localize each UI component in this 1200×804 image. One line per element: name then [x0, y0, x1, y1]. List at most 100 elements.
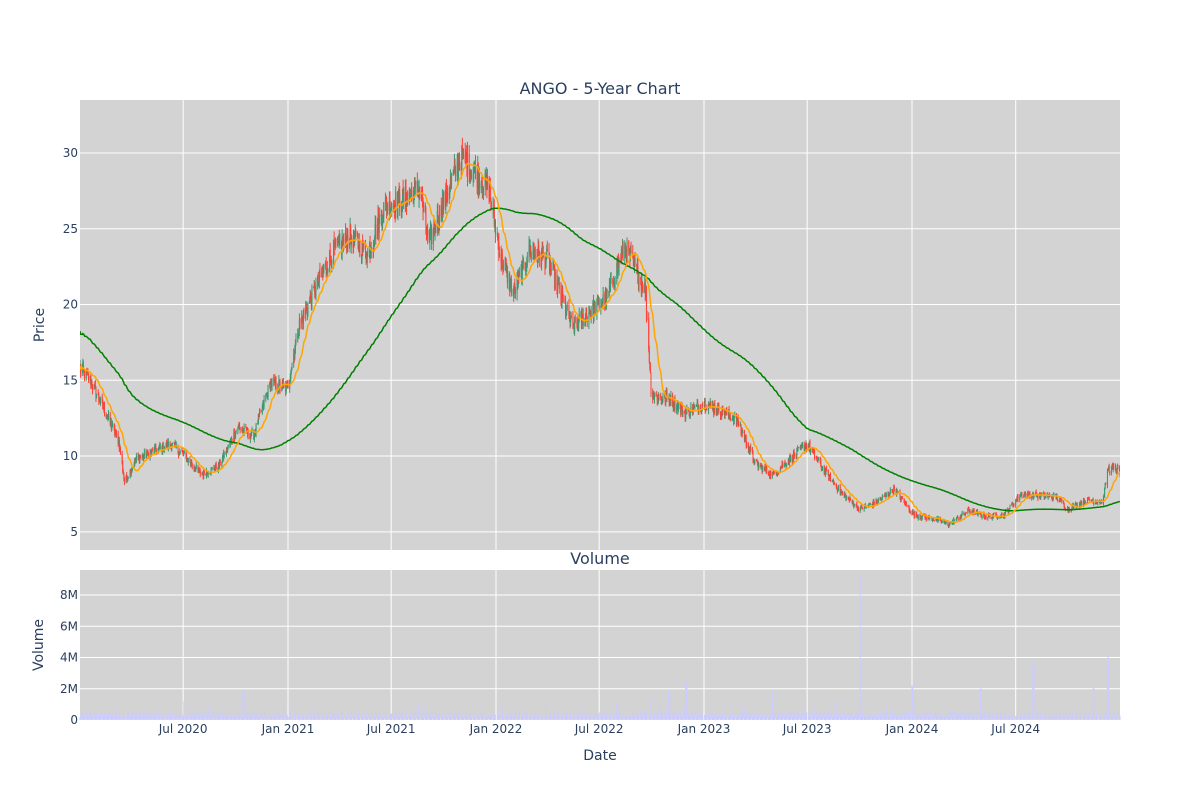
volume-bar: [1008, 717, 1010, 720]
volume-bar: [460, 712, 462, 720]
candle-body: [661, 399, 663, 401]
candle-body: [960, 516, 962, 518]
candle-body: [800, 445, 802, 447]
volume-bar: [418, 712, 420, 720]
volume-bar: [451, 712, 453, 720]
candle-body: [812, 449, 814, 451]
volume-bar: [395, 717, 397, 720]
candle-body: [105, 414, 107, 419]
volume-bar: [1015, 717, 1017, 720]
volume-bar: [297, 714, 299, 720]
candle-body: [297, 336, 299, 338]
volume-bar: [321, 714, 323, 720]
candle-body: [238, 425, 240, 427]
candle-body: [828, 474, 830, 480]
volume-bar: [917, 716, 919, 720]
candle-body: [183, 452, 185, 454]
candle-body: [757, 463, 759, 468]
candle-body: [494, 221, 496, 234]
candle-body: [318, 281, 320, 285]
candle-body: [919, 515, 921, 519]
volume-bar: [402, 713, 404, 720]
candle-body: [445, 184, 447, 205]
candle-body: [949, 523, 951, 526]
volume-bar: [678, 712, 680, 720]
candle-body: [384, 196, 386, 204]
volume-bar: [997, 714, 999, 720]
volume-bar: [1032, 663, 1034, 720]
volume-bar: [1117, 717, 1119, 720]
candle-body: [381, 216, 383, 225]
volume-bar: [590, 712, 592, 720]
candle-body: [977, 511, 979, 515]
candle-body: [955, 517, 957, 520]
candle-body: [901, 496, 903, 500]
candle-body: [1063, 502, 1065, 507]
volume-bar: [105, 714, 107, 720]
candle-body: [84, 370, 86, 379]
volume-bar: [347, 715, 349, 720]
volume-bar: [528, 717, 530, 720]
candle-body: [753, 459, 755, 463]
volume-bar: [606, 712, 608, 720]
volume-bar: [672, 713, 674, 720]
candle-body: [991, 515, 993, 519]
candle-body: [245, 427, 247, 432]
candle-body: [992, 515, 994, 518]
volume-bar: [349, 716, 351, 720]
volume-bar: [455, 713, 457, 720]
candle-body: [326, 268, 328, 270]
volume-bar: [279, 713, 281, 720]
volume-bar: [581, 717, 583, 720]
volume-bar: [251, 716, 253, 720]
volume-bar: [123, 716, 125, 720]
price-y-tick-label: 20: [63, 298, 78, 312]
volume-bar: [1004, 713, 1006, 720]
x-tick-label: Jan 2022: [469, 722, 523, 736]
candle-body: [516, 276, 518, 294]
candle-body: [211, 467, 213, 469]
volume-bar: [881, 713, 883, 720]
candle-body: [908, 506, 910, 508]
volume-bar: [362, 712, 364, 720]
volume-bar: [411, 713, 413, 720]
volume-bar: [277, 715, 279, 720]
volume-bar: [1076, 712, 1078, 720]
volume-bar: [1101, 717, 1103, 720]
volume-bar: [285, 713, 287, 720]
volume-bar: [721, 717, 723, 720]
candle-body: [349, 225, 351, 245]
candle-body: [525, 267, 527, 269]
candle-body: [532, 250, 534, 257]
candle-body: [417, 189, 419, 193]
volume-bar: [722, 712, 724, 720]
candle-body: [983, 513, 985, 517]
volume-bar: [1071, 716, 1073, 720]
volume-bar: [233, 714, 235, 720]
volume-bar: [302, 717, 304, 720]
volume-bar: [975, 717, 977, 720]
volume-bar: [661, 717, 663, 720]
candle-body: [330, 258, 332, 265]
candle-body: [102, 401, 104, 409]
volume-bar: [554, 713, 556, 720]
candle-body: [404, 186, 406, 203]
candle-body: [637, 265, 639, 284]
volume-bar: [498, 714, 500, 720]
candle-body: [407, 192, 409, 200]
volume-bar: [410, 716, 412, 720]
volume-bar: [1028, 712, 1030, 720]
candle-body: [146, 450, 148, 455]
candle-body: [219, 460, 221, 466]
volume-bar: [106, 715, 108, 720]
candle-body: [1087, 497, 1089, 504]
volume-bar: [840, 713, 842, 720]
candle-body: [961, 512, 963, 515]
volume-bar: [696, 715, 698, 720]
volume-bar: [401, 716, 403, 720]
volume-bar: [900, 714, 902, 720]
candle-body: [798, 447, 800, 449]
volume-bar: [741, 715, 743, 720]
candle-body: [841, 492, 843, 494]
volume-bar: [944, 715, 946, 720]
